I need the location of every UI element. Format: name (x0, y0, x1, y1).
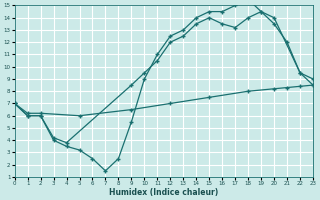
X-axis label: Humidex (Indice chaleur): Humidex (Indice chaleur) (109, 188, 219, 197)
